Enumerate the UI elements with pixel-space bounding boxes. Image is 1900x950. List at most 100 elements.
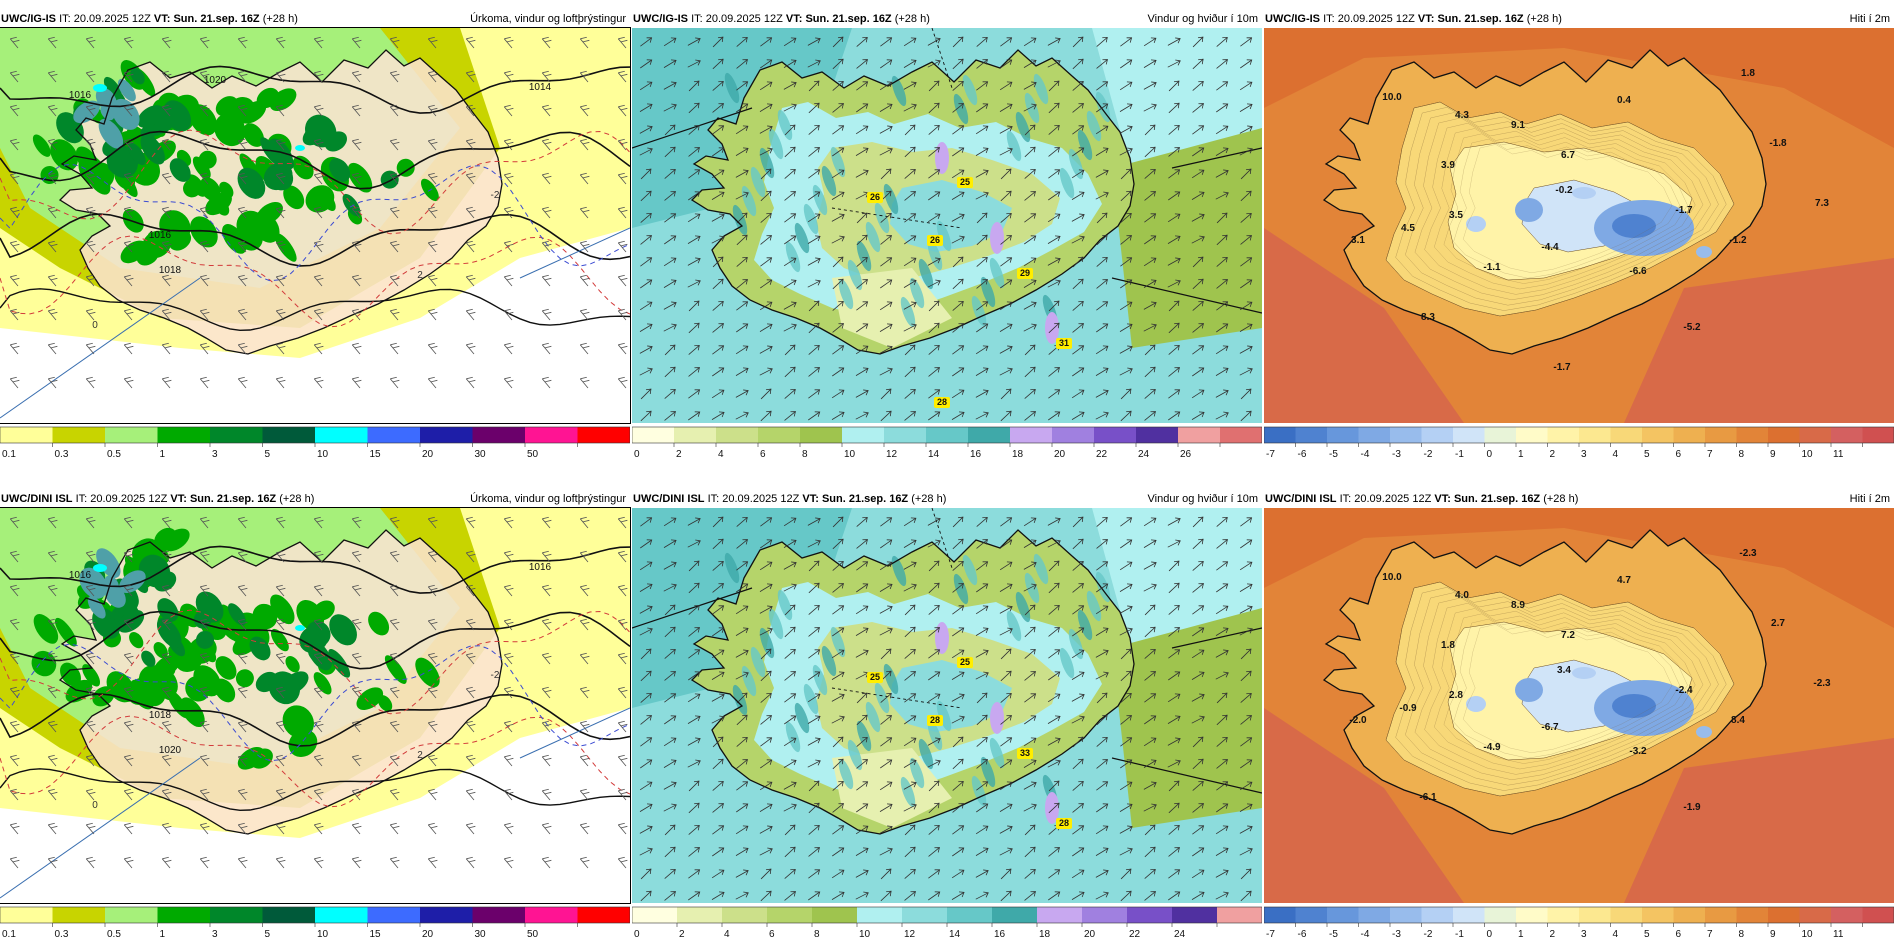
temp-label: 3.1 — [1351, 235, 1365, 246]
legend-tick-label: 20 — [1054, 449, 1066, 460]
panel-run-info: UWC/IG-IS IT: 20.09.2025 12Z VT: Sun. 21… — [1, 10, 298, 28]
legend-tick-label: 1 — [1518, 449, 1524, 460]
map-area[interactable]: 1014 1016 1016 1018 1020 -2 0 2 — [0, 27, 631, 424]
legend-swatch — [1768, 427, 1800, 443]
temp-label: -6.7 — [1541, 722, 1559, 733]
vt-label: VT: — [785, 13, 803, 25]
legend-svg: -7 -6 -5 -4 -3 -2 -1 0 1 2 3 4 5 6 7 8 9 10 11 — [1264, 426, 1894, 460]
map-area[interactable]: 1016 1016 1018 1020 -2 0 2 — [0, 507, 631, 904]
legend-swatch — [1172, 907, 1218, 923]
legend-tick-label: -5 — [1329, 449, 1338, 460]
it-value: 20.09.2025 12Z — [90, 493, 168, 505]
legend-swatch — [1295, 907, 1328, 923]
legend-swatch — [315, 907, 368, 923]
gust-label: 25 — [870, 672, 880, 682]
isobar-label: 1016 — [529, 562, 552, 573]
legend-tick-label: 8 — [814, 929, 820, 940]
legend-tick-label: 3 — [1581, 929, 1587, 940]
vt-label: VT: — [1434, 493, 1451, 505]
legend-swatch — [1264, 907, 1296, 923]
legend-swatch — [968, 427, 1011, 443]
legend-tick-label: 1 — [160, 929, 166, 940]
color-legend: 0.1 0.3 0.5 1 3 5 10 15 20 30 50 — [0, 905, 630, 945]
legend-swatch — [1547, 907, 1580, 923]
legend-swatch — [1178, 427, 1221, 443]
model-name: UWC/IG-IS — [633, 13, 688, 25]
temp-label: -1.7 — [1675, 205, 1693, 216]
temp-label: -1.7 — [1553, 362, 1571, 373]
temp-contour-label: 0 — [92, 320, 98, 331]
temp-label: -1.8 — [1769, 138, 1787, 149]
isobar-label: 1014 — [529, 82, 552, 93]
legend-tick-label: 10 — [1802, 929, 1814, 940]
vt-value: Sun. 21.sep. 16Z — [805, 13, 892, 25]
legend-swatch — [1421, 907, 1454, 923]
legend-swatch — [926, 427, 969, 443]
legend-swatch — [758, 427, 801, 443]
model-name: UWC/IG-IS — [1, 13, 56, 25]
it-label: IT: — [1339, 493, 1352, 505]
temp-label: -4.4 — [1541, 242, 1559, 253]
legend-swatch — [1642, 427, 1674, 443]
legend-tick-label: -1 — [1455, 929, 1464, 940]
legend-swatch — [1127, 907, 1173, 923]
legend-swatch — [722, 907, 768, 923]
legend-tick-label: 10 — [317, 449, 329, 460]
panel-title: Hiti í 2m — [1849, 493, 1890, 505]
it-value: 20.09.2025 12Z — [1337, 13, 1415, 25]
legend-tick-label: 2 — [1550, 449, 1556, 460]
legend-swatch — [1037, 907, 1083, 923]
color-legend: 0 2 4 6 8 10 12 14 16 18 20 22 24 — [632, 905, 1262, 945]
legend-swatch — [677, 907, 723, 923]
gust-label: 28 — [930, 715, 940, 725]
isobar-label: 1018 — [159, 265, 182, 276]
legend-tick-label: -7 — [1266, 929, 1275, 940]
lead-time: (+28 h) — [262, 13, 298, 25]
model-name: UWC/DINI ISL — [1, 493, 73, 505]
map-area[interactable]: 10.0 4.0 1.8 8.9 7.2 4.7 -2.3 2.7 3.4 -2.4 -2.3 -0.… — [1264, 508, 1894, 903]
legend-tick-label: 24 — [1138, 449, 1150, 460]
legend-tick-label: 10 — [317, 929, 329, 940]
legend-swatch — [1010, 427, 1053, 443]
vt-value: Sun. 21.sep. 16Z — [189, 493, 277, 505]
legend-tick-label: -4 — [1361, 449, 1370, 460]
map-area[interactable]: 25 25 28 33 28 — [632, 508, 1262, 903]
gust-label: 33 — [1020, 748, 1030, 758]
legend-swatch — [857, 907, 903, 923]
legend-tick-label: 8 — [802, 449, 808, 460]
isobar-label: 1018 — [149, 710, 172, 721]
temp-label: 6.7 — [1561, 150, 1575, 161]
legend-tick-label: -6 — [1298, 449, 1307, 460]
temp-label: -0.9 — [1399, 703, 1417, 714]
legend-tick-label: 18 — [1039, 929, 1051, 940]
temp-label: 4.3 — [1455, 110, 1469, 121]
legend-tick-label: 30 — [475, 929, 487, 940]
temp-contour-label: -2 — [491, 670, 500, 681]
legend-swatch — [1642, 907, 1674, 923]
legend-swatch — [1421, 427, 1454, 443]
isobar-label: 1016 — [149, 230, 172, 241]
legend-swatch — [1736, 907, 1769, 923]
legend-tick-label: 4 — [718, 449, 724, 460]
legend-tick-label: 50 — [527, 929, 539, 940]
map-svg: 1016 1016 1018 1020 -2 0 2 — [0, 508, 630, 903]
legend-swatch — [902, 907, 948, 923]
map-area[interactable]: 10.0 4.3 3.9 9.1 6.7 0.4 1.8 -1.8 -0.2 -1.7 7.3 4.5… — [1264, 28, 1894, 423]
legend-swatch — [1264, 427, 1296, 443]
legend-swatch — [1358, 427, 1391, 443]
lead-time: (+28 h) — [1543, 493, 1579, 505]
temp-label: -1.2 — [1729, 235, 1747, 246]
temp-label: -2.3 — [1739, 548, 1757, 559]
legend-swatch — [1831, 907, 1863, 923]
legend-tick-label: 10 — [844, 449, 856, 460]
legend-tick-label: -2 — [1424, 449, 1433, 460]
legend-swatch — [767, 907, 813, 923]
legend-tick-label: -5 — [1329, 929, 1338, 940]
legend-swatch — [472, 907, 526, 923]
lead-time: (+28 h) — [911, 493, 947, 505]
temp-label: -3.2 — [1629, 746, 1647, 757]
map-area[interactable]: 26 25 26 29 31 28 — [632, 28, 1262, 423]
legend-swatch — [1136, 427, 1179, 443]
panel-wind-dini: UWC/DINI ISL IT: 20.09.2025 12Z VT: Sun.… — [632, 490, 1262, 950]
legend-tick-label: 0.1 — [2, 929, 16, 940]
